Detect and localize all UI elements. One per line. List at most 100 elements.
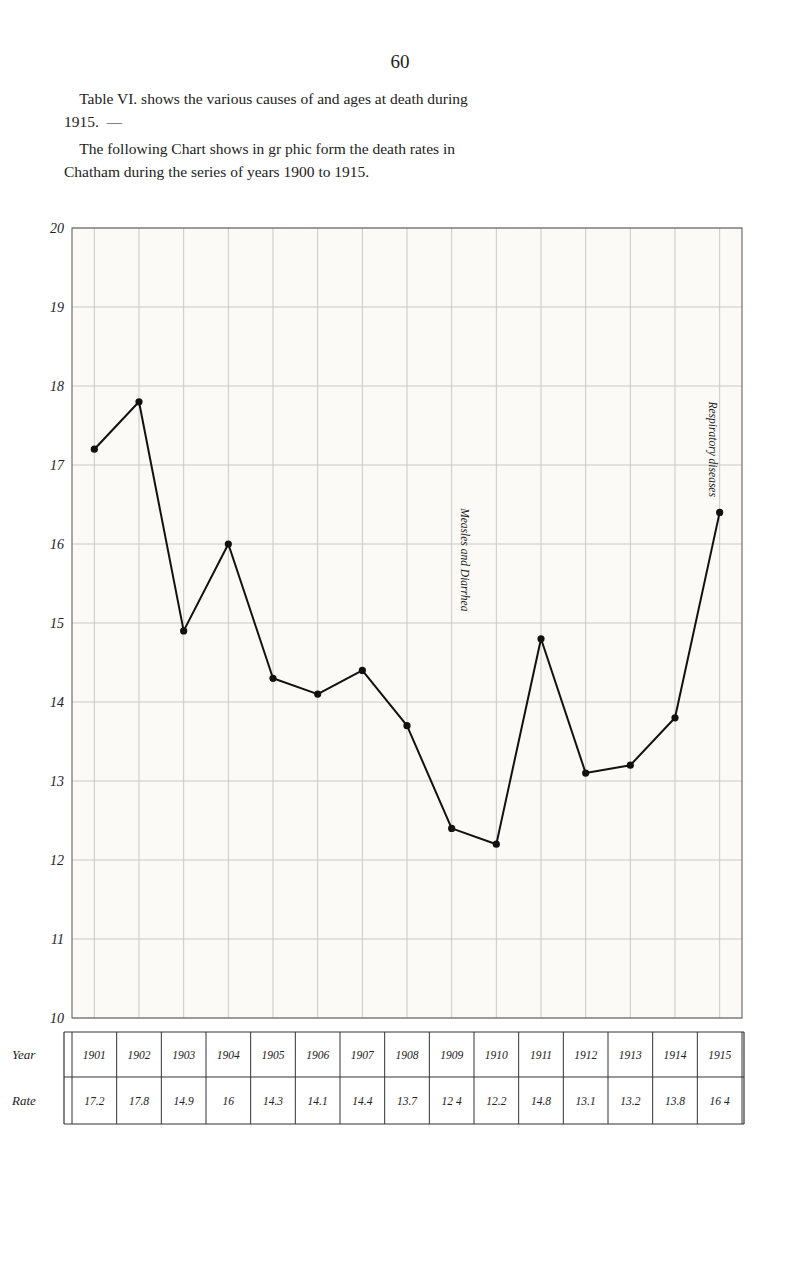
rate-cell: 17.2 [84,1095,104,1107]
rate-line [94,402,719,844]
rate-cell: 12.2 [486,1095,506,1107]
table-divider [161,1032,162,1124]
rate-point [716,509,723,516]
rate-point [180,627,187,634]
table-divider [652,1032,653,1124]
grid-line-y [72,465,742,466]
annotation: Measles and Diarrhea [459,507,471,612]
table-divider [563,1032,564,1124]
y-tick-label: 10 [50,1011,64,1026]
year-cell: 1915 [708,1049,731,1061]
y-tick-label: 12 [50,853,64,868]
rate-cell: 16 [223,1095,235,1107]
table-rule [64,1032,744,1033]
grid-line-y [72,939,742,940]
rate-cell: 13.2 [620,1095,640,1107]
table-rule [64,1077,744,1078]
rate-point [359,667,366,674]
y-tick-label: 14 [50,695,64,710]
year-cell: 1906 [306,1049,329,1061]
table-divider [429,1032,430,1124]
rate-cell: 14.8 [531,1095,551,1107]
rate-point [135,398,142,405]
year-cell: 1914 [664,1049,687,1061]
table-divider [116,1032,117,1124]
table-divider [384,1032,385,1124]
table-divider [340,1032,341,1124]
year-cell: 1913 [619,1049,642,1061]
rate-cell: 16 4 [710,1095,730,1107]
rate-point [582,770,589,777]
table-divider [72,1032,73,1124]
page: 60 Table VI. shows the various causes of… [0,0,800,1286]
y-tick-label: 18 [50,379,64,394]
rate-cell: 17.8 [129,1095,149,1107]
y-tick-label: 17 [50,458,65,473]
rate-point [269,675,276,682]
year-cell: 1904 [217,1049,240,1061]
rate-cell: 14.4 [352,1095,372,1107]
rate-cell: 13.7 [397,1095,418,1107]
table-divider [250,1032,251,1124]
body-text: The following Chart shows in gr phic for… [64,140,455,157]
grid-line-y [72,544,742,545]
rate-point [627,762,634,769]
table-divider [742,1032,743,1124]
table: YearRate190117.2190217.8190314.919041619… [11,1032,744,1124]
plot-area [72,228,742,1018]
grid [72,228,742,1018]
grid-line-y [72,781,742,782]
table-divider [697,1032,698,1124]
grid-line-y [72,386,742,387]
y-tick-label: 19 [50,300,64,315]
year-cell: 1901 [83,1049,106,1061]
rate-point [493,841,500,848]
rate-cell: 13.8 [665,1095,685,1107]
year-cell: 1912 [574,1049,597,1061]
annotation: Respiratory diseases [706,400,719,497]
row-label: Rate [11,1093,36,1108]
year-cell: 1909 [440,1049,463,1061]
rate-point [225,540,232,547]
annotations: Measles and Diarrhea Respiratory diseases [459,400,719,611]
series [91,398,724,848]
plot-frame [72,228,742,1018]
year-cell: 1908 [396,1049,419,1061]
rate-point [537,635,544,642]
year-cell: 1910 [485,1049,508,1061]
table-border [63,1032,64,1124]
row-label: Year [12,1047,36,1062]
year-cell: 1905 [262,1049,285,1061]
rate-cell: 13.1 [576,1095,596,1107]
rate-cell: 12 4 [442,1095,462,1107]
table-rule [64,1124,744,1125]
grid-line-y [72,623,742,624]
table-divider [608,1032,609,1124]
table-divider [518,1032,519,1124]
rate-point [448,825,455,832]
page-number: 60 [391,51,410,72]
body-text: 1915. — [64,113,123,130]
year-cell: 1907 [351,1049,375,1061]
table-divider [474,1032,475,1124]
y-tick-label: 15 [50,616,64,631]
y-tick-label: 11 [51,932,64,947]
rate-point [314,691,321,698]
table-divider [295,1032,296,1124]
year-cell: 1911 [530,1049,552,1061]
body-text: Chatham during the series of years 1900 … [64,163,369,180]
year-cell: 1902 [128,1049,151,1061]
rate-point [671,714,678,721]
grid-line-y [72,307,742,308]
y-tick-label: 16 [50,537,64,552]
y-tick-label: 20 [50,221,64,236]
y-tick-label: 13 [50,774,64,789]
rate-cell: 14.1 [308,1095,328,1107]
rate-cell: 14.9 [174,1095,194,1107]
rate-cell: 14.3 [263,1095,283,1107]
table-border [743,1032,744,1124]
grid-line-y [72,702,742,703]
grid-line-y [72,860,742,861]
rate-point [403,722,410,729]
y-axis: 10 11 12 13 14 15 16 17 18 19 20 [50,221,65,1026]
